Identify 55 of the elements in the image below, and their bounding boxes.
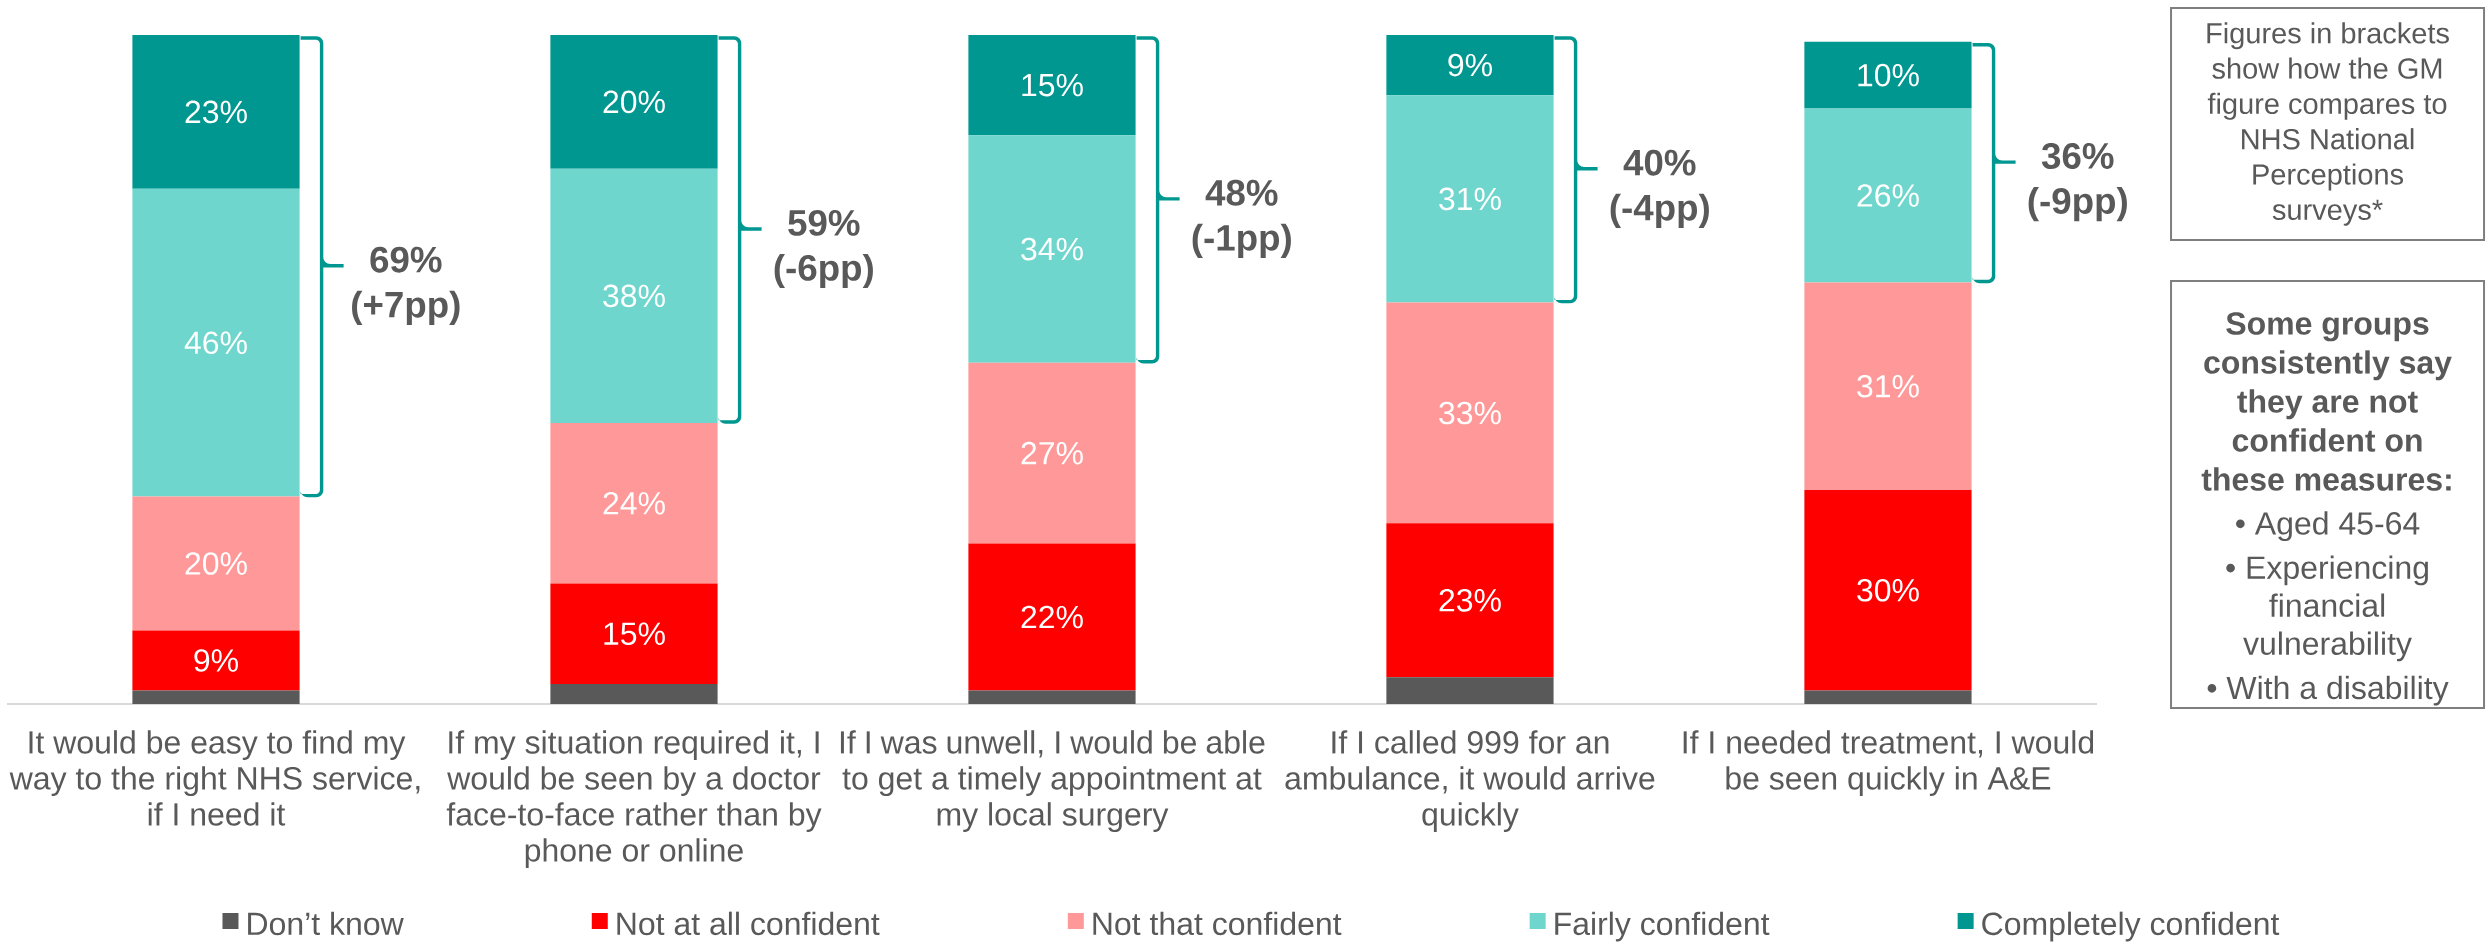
data-label: 20% xyxy=(185,552,247,575)
bar xyxy=(968,543,1136,691)
bar xyxy=(550,423,718,584)
x-tick-label: If my situation required it, I would be seen by a doctor face-to-face rather than by phone or online xyxy=(446,730,822,869)
data-label: 22% xyxy=(1021,605,1083,629)
annotation: 69% (+7pp) xyxy=(352,246,460,325)
data-label: 9% xyxy=(1448,53,1492,77)
bar xyxy=(132,630,300,691)
data-label: 30% xyxy=(1857,578,1919,602)
x-tick-label: If I was unwell, I would be able to get a timely appointment at my local surgery xyxy=(840,730,1265,833)
bar xyxy=(1386,677,1554,704)
text: • With a disability xyxy=(2207,675,2449,706)
bar xyxy=(1386,523,1554,678)
text: • Experiencing financial vulnerability xyxy=(2226,555,2428,662)
data-label: 34% xyxy=(1021,237,1083,261)
data-label: 31% xyxy=(1857,374,1919,398)
legend-label: Completely confident xyxy=(1982,911,2280,942)
bar xyxy=(132,496,300,631)
text: Figures in brackets show how the GM figure compares to NHS National Perceptions surveys* xyxy=(2207,22,2449,226)
data-label: 38% xyxy=(603,284,665,308)
legend-label: Don’t know xyxy=(248,911,404,936)
annotation: 48% (-1pp) xyxy=(1192,179,1291,259)
text: • Aged 45-64 xyxy=(2236,511,2420,542)
x-tick-label: It would be easy to find my way to the right NHS service, if I need it xyxy=(9,730,420,826)
bar xyxy=(968,362,1136,544)
legend-label: Fairly confident xyxy=(1555,911,1770,942)
bar xyxy=(1804,489,1972,691)
data-label: 9% xyxy=(194,649,238,672)
data-label: 46% xyxy=(184,331,247,355)
bar xyxy=(968,690,1136,704)
data-label: 31% xyxy=(1439,187,1501,211)
annotation: 36% (-9pp) xyxy=(2028,142,2127,222)
bar xyxy=(550,583,718,684)
x-tick-label: If I needed treatment, I would be seen quickly in A&E xyxy=(1683,730,2094,797)
data-label: 15% xyxy=(1022,73,1083,97)
data-label: 33% xyxy=(1439,401,1501,425)
bar xyxy=(1804,282,1972,490)
data-label: 27% xyxy=(1021,441,1083,465)
data-label: 23% xyxy=(1439,588,1501,612)
data-label: 20% xyxy=(603,90,665,114)
x-tick-label: If I called 999 for an ambulance, it would arrive quickly xyxy=(1285,730,1655,833)
annotation: 59% (-6pp) xyxy=(774,209,873,289)
bar xyxy=(550,683,718,704)
data-label: 23% xyxy=(185,100,247,124)
data-label: 26% xyxy=(1857,184,1919,207)
bar xyxy=(1804,690,1972,704)
legend-label: Not that confident xyxy=(1093,911,1342,936)
bar xyxy=(132,690,300,704)
data-label: 10% xyxy=(1858,63,1919,87)
legend-label: Not at all confident xyxy=(617,911,880,936)
bar xyxy=(1386,302,1554,524)
data-label: 24% xyxy=(603,492,665,515)
data-label: 15% xyxy=(604,622,665,646)
text: Some groups consistently say they are not confident on these measures: xyxy=(2201,312,2452,491)
annotation: 40% (-4pp) xyxy=(1610,149,1709,228)
